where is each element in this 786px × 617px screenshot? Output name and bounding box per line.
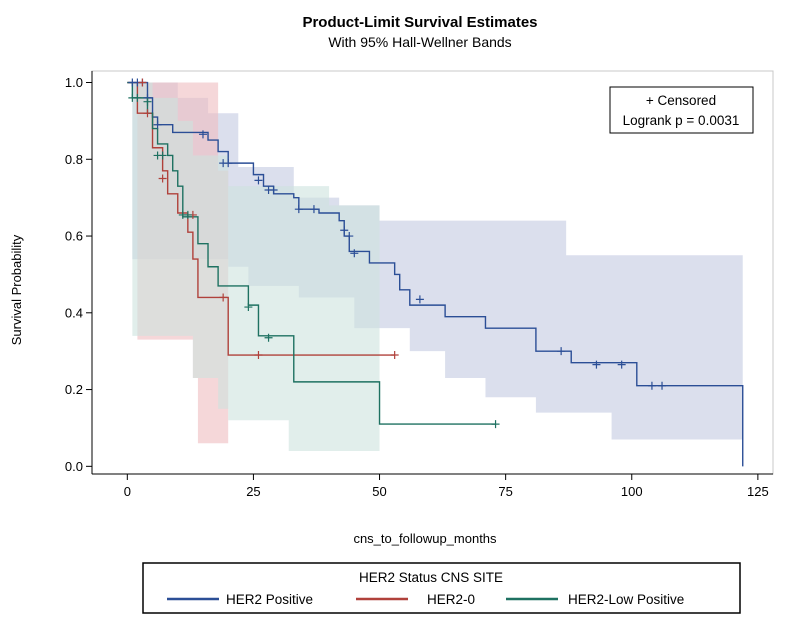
censor-marks	[128, 78, 667, 429]
band-her2-positive	[132, 82, 743, 459]
censored-note: + Censored	[646, 93, 716, 108]
censor-mark-her2-positive	[617, 360, 626, 369]
legend-title: HER2 Status CNS SITE	[359, 570, 503, 585]
censor-mark-her2-positive	[224, 159, 233, 168]
censor-mark-her2-positive	[345, 232, 354, 241]
censor-mark-her2-low-positive	[183, 210, 192, 219]
x-tick-label: 125	[747, 484, 769, 499]
censor-mark-her2-low-positive	[133, 93, 142, 102]
legend-label-her2-0: HER2-0	[427, 592, 475, 607]
y-tick-label: 1.0	[65, 75, 83, 90]
censor-mark-her2-positive	[557, 347, 566, 356]
chart-subtitle: With 95% Hall-Wellner Bands	[328, 34, 511, 50]
x-axis: 0 25 50 75 100 125	[92, 473, 773, 499]
y-tick-label: 0.0	[65, 459, 83, 474]
x-tick-label: 25	[246, 484, 260, 499]
censor-mark-her2-positive	[350, 249, 359, 258]
censor-mark-her2-positive	[309, 205, 318, 214]
censor-mark-her2-positive	[658, 381, 667, 390]
logrank-note: Logrank p = 0.0031	[623, 113, 740, 128]
x-tick-label: 75	[498, 484, 512, 499]
curve-her2-positive	[127, 81, 744, 467]
y-tick-label: 0.4	[65, 305, 83, 320]
censor-mark-her2-positive	[269, 185, 278, 194]
censor-mark-her2-positive	[254, 176, 263, 185]
legend-label-her2-low-positive: HER2-Low Positive	[568, 592, 684, 607]
y-axis-label: Survival Probability	[9, 234, 24, 345]
censor-mark-her2-low-positive	[264, 333, 273, 342]
inset-box: + Censored Logrank p = 0.0031	[609, 86, 754, 134]
y-tick-label: 0.2	[65, 382, 83, 397]
censor-mark-her2-positive	[153, 120, 162, 129]
chart-title: Product-Limit Survival Estimates	[302, 14, 537, 31]
censor-mark-her2-0	[219, 293, 228, 302]
censor-mark-her2-0	[254, 351, 263, 360]
censor-mark-her2-positive	[340, 226, 349, 235]
censor-mark-her2-positive	[592, 360, 601, 369]
x-axis-label: cns_to_followup_months	[353, 531, 497, 546]
curve-her2-low-positive	[127, 81, 496, 425]
censor-mark-her2-0	[390, 351, 399, 360]
censor-mark-her2-positive	[198, 130, 207, 139]
censor-mark-her2-0	[143, 109, 152, 118]
censor-mark-her2-positive	[415, 295, 424, 304]
censor-mark-her2-0	[158, 174, 167, 183]
x-tick-label: 50	[372, 484, 386, 499]
survival-curves	[127, 81, 744, 467]
censor-mark-her2-positive	[294, 205, 303, 214]
confidence-bands	[132, 82, 743, 459]
x-tick-label: 100	[621, 484, 643, 499]
y-tick-label: 0.6	[65, 229, 83, 244]
y-axis: 0.0 0.2 0.4 0.6 0.8 1.0	[65, 71, 93, 474]
censor-mark-her2-low-positive	[143, 97, 152, 106]
censor-mark-her2-positive	[647, 381, 656, 390]
legend-label-her2-positive: HER2 Positive	[226, 592, 313, 607]
y-tick-label: 0.8	[65, 152, 83, 167]
censor-mark-her2-low-positive	[158, 151, 167, 160]
legend: HER2 Status CNS SITE HER2 Positive HER2-…	[142, 562, 741, 614]
censor-mark-her2-low-positive	[244, 303, 253, 312]
band-her2-low-positive	[132, 82, 380, 451]
censor-mark-her2-0	[138, 78, 147, 87]
censor-mark-her2-low-positive	[491, 420, 500, 429]
x-tick-label: 0	[124, 484, 131, 499]
